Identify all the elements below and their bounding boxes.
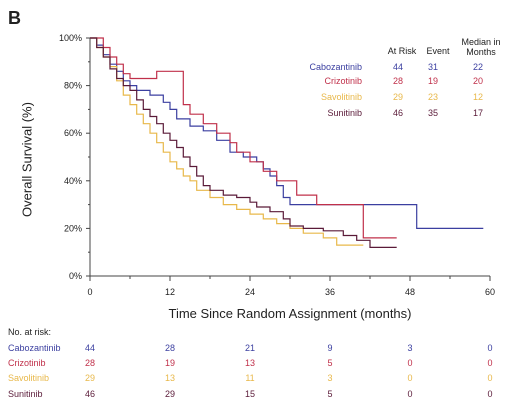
legend-median: 12 — [472, 92, 483, 102]
legend-header-event: Event — [426, 46, 450, 56]
legend-name: Crizotinib — [324, 76, 362, 86]
risk-cell: 3 — [327, 373, 333, 383]
legend-name: Sunitinib — [327, 108, 362, 118]
y-tick-label: 100% — [59, 33, 82, 43]
y-tick-label: 60% — [64, 128, 82, 138]
risk-cell: 0 — [407, 358, 413, 368]
risk-row-name: Sunitinib — [8, 389, 43, 399]
risk-cell: 29 — [164, 389, 175, 399]
panel-label: B — [8, 8, 21, 28]
survival-curve-sunitinib — [90, 37, 397, 248]
x-axis-label: Time Since Random Assignment (months) — [168, 306, 412, 321]
risk-row-name: Savolitinib — [8, 373, 50, 383]
legend-at-risk: 29 — [392, 92, 403, 102]
legend-events: 31 — [427, 62, 438, 72]
risk-cell: 29 — [84, 373, 95, 383]
risk-cell: 15 — [244, 389, 255, 399]
risk-cell: 3 — [407, 343, 413, 353]
risk-cell: 0 — [487, 373, 493, 383]
risk-cell: 28 — [164, 343, 175, 353]
x-tick-label: 36 — [325, 287, 335, 297]
survival-curve-crizotinib — [90, 37, 397, 239]
risk-cell: 9 — [327, 343, 333, 353]
legend-median: 22 — [472, 62, 483, 72]
y-tick-label: 20% — [64, 223, 82, 233]
x-tick-label: 0 — [87, 287, 92, 297]
legend-events: 35 — [427, 108, 438, 118]
risk-row-name: Crizotinib — [8, 358, 46, 368]
legend-at-risk: 44 — [392, 62, 403, 72]
risk-cell: 21 — [244, 343, 255, 353]
x-tick-label: 60 — [485, 287, 495, 297]
y-tick-label: 80% — [64, 81, 82, 91]
legend-at-risk: 46 — [392, 108, 403, 118]
risk-cell: 13 — [244, 358, 255, 368]
risk-table-title: No. at risk: — [8, 327, 52, 337]
risk-cell: 11 — [245, 373, 255, 383]
legend-median: 17 — [472, 108, 483, 118]
legend-name: Cabozantinib — [309, 62, 362, 72]
risk-cell: 0 — [407, 389, 413, 399]
risk-row-name: Cabozantinib — [8, 343, 61, 353]
legend-events: 23 — [427, 92, 438, 102]
risk-cell: 0 — [487, 358, 493, 368]
risk-cell: 46 — [84, 389, 95, 399]
legend-at-risk: 28 — [392, 76, 403, 86]
y-tick-label: 40% — [64, 176, 82, 186]
legend-median: 20 — [472, 76, 483, 86]
legend-header-at-risk: At Risk — [387, 46, 417, 56]
risk-cell: 5 — [327, 358, 333, 368]
risk-cell: 0 — [487, 343, 493, 353]
risk-cell: 13 — [164, 373, 175, 383]
survival-curve-savolitinib — [90, 37, 364, 246]
x-tick-label: 24 — [245, 287, 255, 297]
risk-cell: 0 — [487, 389, 493, 399]
survival-curve-cabozantinib — [90, 37, 484, 229]
risk-cell: 44 — [84, 343, 95, 353]
risk-cell: 28 — [84, 358, 95, 368]
legend-header-median: Median in Months — [461, 37, 501, 57]
risk-cell: 0 — [407, 373, 413, 383]
x-tick-label: 12 — [165, 287, 175, 297]
legend-name: Savolitinib — [320, 92, 362, 102]
risk-cell: 5 — [327, 389, 333, 399]
risk-cell: 19 — [164, 358, 175, 368]
legend-events: 19 — [427, 76, 438, 86]
y-tick-label: 0% — [69, 271, 82, 281]
x-tick-label: 48 — [405, 287, 415, 297]
